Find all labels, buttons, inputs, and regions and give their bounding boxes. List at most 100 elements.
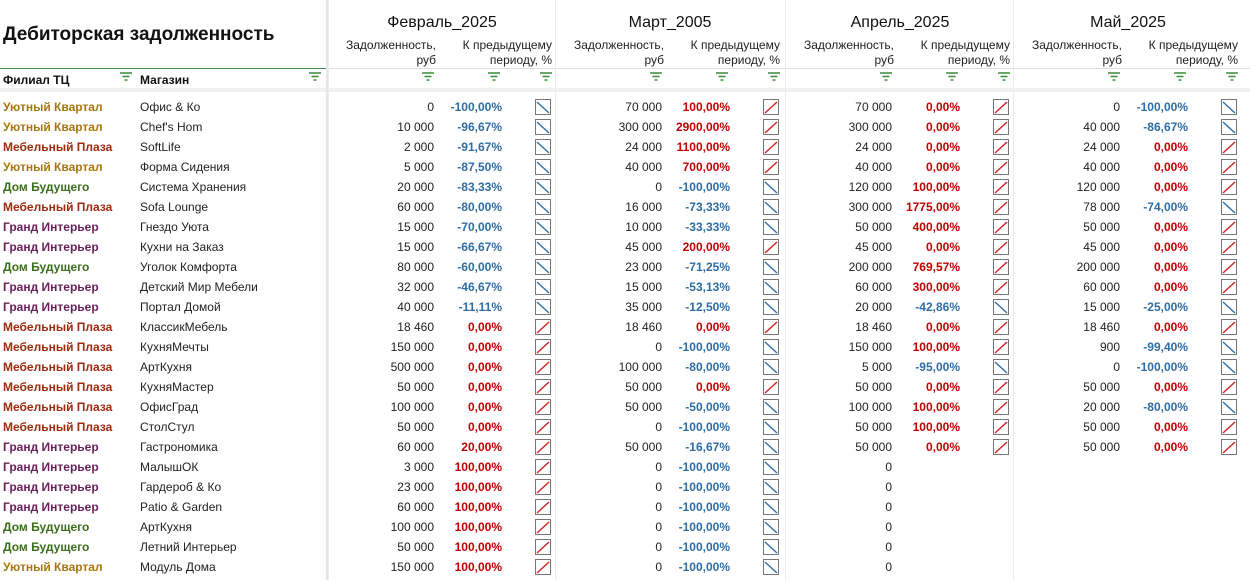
table-row: Мебельный Плаза КухняМастер 50 000 0,00% 50 …	[0, 377, 1250, 397]
change-percent: -46,67%	[457, 280, 502, 294]
debt-value: 45 000	[1083, 240, 1120, 254]
change-percent: 2900,00%	[675, 120, 730, 134]
change-percent: -95,00%	[915, 360, 960, 374]
column-header-shop: Магазин	[140, 73, 190, 87]
trend-down-icon	[1221, 299, 1237, 315]
debt-column-header: Задолженность, руб	[573, 38, 664, 67]
change-percent: -16,67%	[685, 440, 730, 454]
change-percent: -83,33%	[457, 180, 502, 194]
trend-down-icon	[535, 199, 551, 215]
month-separator	[555, 0, 556, 580]
branch-cell: Мебельный Плаза	[3, 340, 113, 354]
branch-cell: Гранд Интерьер	[3, 280, 99, 294]
trend-up-icon	[993, 139, 1009, 155]
trend-down-icon	[763, 359, 779, 375]
change-percent: -100,00%	[678, 340, 730, 354]
debt-value: 50 000	[855, 440, 892, 454]
change-percent: 400,00%	[912, 220, 960, 234]
change-percent: 100,00%	[454, 460, 502, 474]
change-percent: -80,00%	[685, 360, 730, 374]
trend-down-icon	[763, 299, 779, 315]
trend-up-icon	[993, 119, 1009, 135]
filter-icon-change[interactable]	[1174, 72, 1186, 82]
debt-value: 78 000	[1083, 200, 1120, 214]
trend-down-icon	[763, 199, 779, 215]
change-percent: -71,25%	[685, 260, 730, 274]
change-percent: 0,00%	[467, 320, 502, 334]
change-percent: -100,00%	[1136, 100, 1188, 114]
column-separator	[328, 0, 329, 580]
filter-icon-debt[interactable]	[422, 72, 434, 82]
trend-up-icon	[1221, 159, 1237, 175]
debt-value: 70 000	[625, 100, 662, 114]
debt-value: 150 000	[848, 340, 892, 354]
trend-up-icon	[535, 559, 551, 575]
change-percent: -100,00%	[678, 500, 730, 514]
trend-up-icon	[1221, 139, 1237, 155]
trend-up-icon	[1221, 219, 1237, 235]
change-percent: 0,00%	[925, 100, 960, 114]
change-percent: -25,00%	[1143, 300, 1188, 314]
debt-column-header: Задолженность, руб	[803, 38, 894, 67]
trend-down-icon	[763, 439, 779, 455]
trend-down-icon	[1221, 399, 1237, 415]
filter-icon-trend[interactable]	[998, 72, 1010, 82]
shop-cell: Летний Интерьер	[140, 540, 237, 554]
trend-down-icon	[763, 479, 779, 495]
shop-cell: Patio & Garden	[140, 500, 223, 514]
debt-value: 40 000	[397, 300, 434, 314]
shop-cell: ОфисГрад	[140, 400, 199, 414]
change-percent: -100,00%	[678, 460, 730, 474]
branch-cell: Уютный Квартал	[3, 120, 103, 134]
trend-down-icon	[993, 299, 1009, 315]
trend-up-icon	[993, 199, 1009, 215]
filter-icon-change[interactable]	[946, 72, 958, 82]
debt-value: 150 000	[390, 340, 434, 354]
change-percent: 0,00%	[1153, 380, 1188, 394]
table-row: Гранд Интерьер Портал Домой 40 000 -11,11% 3…	[0, 297, 1250, 317]
filter-icon-debt[interactable]	[880, 72, 892, 82]
filter-icon-debt[interactable]	[650, 72, 662, 82]
title-underline	[0, 68, 326, 69]
debt-value: 100 000	[618, 360, 662, 374]
debt-value: 70 000	[855, 100, 892, 114]
debt-value: 40 000	[1083, 160, 1120, 174]
trend-up-icon	[763, 379, 779, 395]
column-separator	[326, 0, 328, 580]
filter-icon-trend[interactable]	[768, 72, 780, 82]
change-percent: 769,57%	[912, 260, 960, 274]
change-percent: 100,00%	[682, 100, 730, 114]
filter-icon-change[interactable]	[488, 72, 500, 82]
change-percent: 0,00%	[925, 140, 960, 154]
shop-cell: МалышОК	[140, 460, 199, 474]
branch-cell: Мебельный Плаза	[3, 360, 113, 374]
change-percent: -100,00%	[678, 540, 730, 554]
change-percent: -33,33%	[685, 220, 730, 234]
branch-cell: Гранд Интерьер	[3, 220, 99, 234]
table-row: Дом Будущего Летний Интерьер 50 000 100,00%…	[0, 537, 1250, 557]
debt-value: 100 000	[390, 400, 434, 414]
filter-icon-branch[interactable]	[120, 72, 132, 82]
change-percent: 200,00%	[682, 240, 730, 254]
report-title: Дебиторская задолженность	[3, 24, 275, 45]
filter-icon-trend[interactable]	[1226, 72, 1238, 82]
trend-down-icon	[535, 139, 551, 155]
filter-icon-shop[interactable]	[309, 72, 321, 82]
change-percent: 700,00%	[682, 160, 730, 174]
trend-down-icon	[763, 279, 779, 295]
debt-value: 50 000	[855, 420, 892, 434]
debt-value: 300 000	[618, 120, 662, 134]
filter-icon-trend[interactable]	[540, 72, 552, 82]
trend-up-icon	[535, 359, 551, 375]
shop-cell: Гастрономика	[140, 440, 218, 454]
debt-value: 50 000	[1083, 380, 1120, 394]
shop-cell: Офис & Ко	[140, 100, 201, 114]
filter-icon-debt[interactable]	[1108, 72, 1120, 82]
trend-up-icon	[1221, 179, 1237, 195]
change-percent: 0,00%	[1153, 280, 1188, 294]
filter-icon-change[interactable]	[716, 72, 728, 82]
trend-up-icon	[535, 439, 551, 455]
shop-cell: Кухни на Заказ	[140, 240, 224, 254]
header-divider	[328, 68, 1250, 69]
debt-value: 18 460	[1083, 320, 1120, 334]
